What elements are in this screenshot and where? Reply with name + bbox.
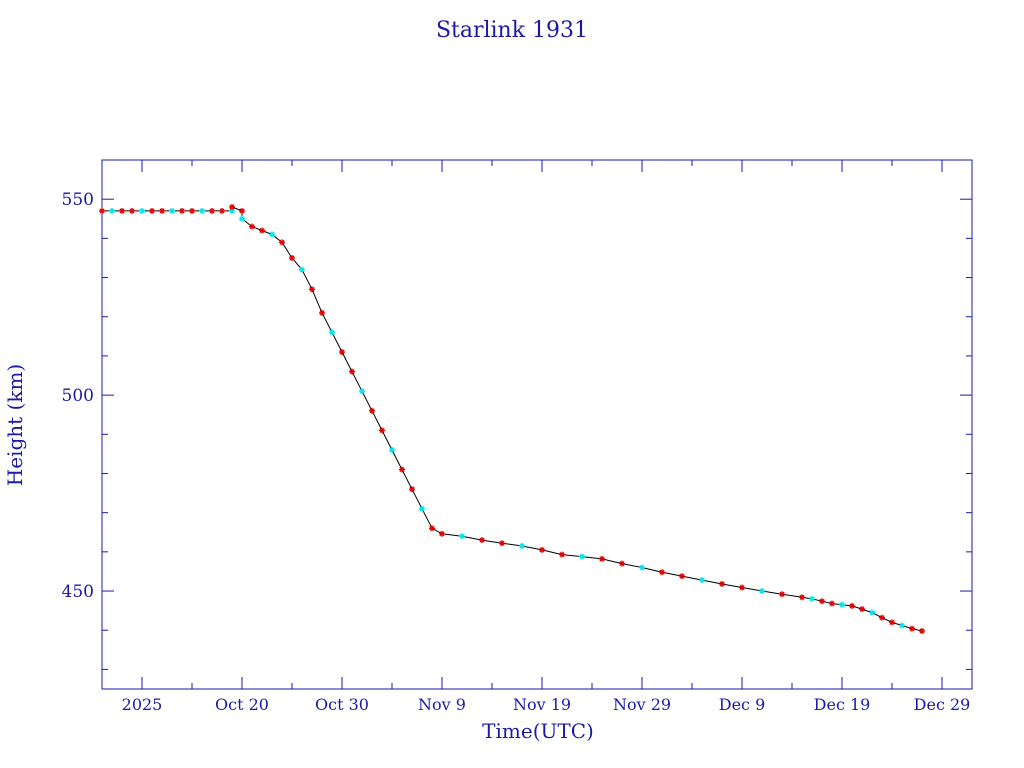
data-point	[869, 609, 875, 616]
data-point	[359, 388, 365, 395]
chart-title: Starlink 1931	[436, 18, 588, 43]
data-point	[499, 540, 505, 547]
data-point	[739, 584, 745, 591]
data-point	[129, 207, 135, 214]
data-point	[579, 553, 585, 560]
data-point	[329, 329, 335, 336]
x-tick-label: Dec 29	[914, 695, 971, 714]
x-tick-labels: 2025 Oct 20 Oct 30 Nov 9 Nov 19 Nov 29 Dec 9 De…	[122, 695, 971, 714]
data-point	[199, 207, 205, 214]
data-point	[809, 595, 815, 602]
data-point	[349, 368, 355, 375]
data-point	[889, 619, 895, 626]
x-tick-label: Dec 9	[719, 695, 766, 714]
x-tick-label: Oct 30	[315, 695, 369, 714]
x-tick-label: Dec 19	[814, 695, 871, 714]
data-point	[429, 525, 435, 532]
data-point	[819, 598, 825, 605]
y-axis-label: Height (km)	[3, 364, 27, 486]
data-point	[229, 204, 235, 211]
data-point	[779, 591, 785, 598]
data-point	[439, 530, 445, 537]
data-point	[399, 466, 405, 473]
y-tick-labels: 450 500 550	[62, 190, 94, 602]
data-point	[679, 573, 685, 580]
data-point	[279, 239, 285, 246]
data-point	[189, 207, 195, 214]
axis-ticks	[102, 159, 972, 689]
x-tick-label: 2025	[122, 695, 163, 714]
data-point	[619, 560, 625, 567]
data-point	[459, 533, 465, 540]
data-point	[319, 309, 325, 316]
x-tick-label: Nov 19	[513, 695, 571, 714]
data-point	[639, 564, 645, 571]
data-point	[149, 207, 155, 214]
data-point	[849, 602, 855, 609]
data-point	[309, 286, 315, 293]
data-point	[269, 231, 275, 238]
data-point	[389, 446, 395, 453]
data-point	[409, 486, 415, 493]
data-point	[169, 207, 175, 214]
series-group	[99, 204, 925, 635]
data-point	[179, 207, 185, 214]
data-point	[799, 594, 805, 601]
data-point	[839, 601, 845, 608]
data-point	[239, 207, 245, 214]
data-point	[369, 407, 375, 414]
x-tick-label: Nov 29	[613, 695, 671, 714]
plot-frame	[101, 159, 973, 690]
data-point	[519, 542, 525, 549]
data-point	[219, 207, 225, 214]
data-point	[119, 207, 125, 214]
data-point	[479, 537, 485, 544]
data-point	[259, 227, 265, 234]
y-tick-label: 500	[62, 386, 94, 406]
data-point	[599, 555, 605, 562]
data-point	[99, 207, 105, 214]
data-point	[239, 215, 245, 222]
data-point	[859, 606, 865, 613]
x-axis-label: Time(UTC)	[482, 719, 594, 743]
data-point	[879, 614, 885, 621]
data-point	[539, 546, 545, 553]
data-point	[339, 349, 345, 356]
y-tick-label: 450	[62, 582, 94, 602]
series-line	[102, 206, 923, 632]
data-point	[719, 580, 725, 587]
data-point	[909, 625, 915, 632]
data-point	[109, 207, 115, 214]
data-point	[289, 254, 295, 261]
x-tick-label: Nov 9	[418, 695, 466, 714]
data-point	[419, 505, 425, 512]
data-point	[299, 266, 305, 273]
x-tick-label: Oct 20	[215, 695, 269, 714]
y-tick-label: 550	[62, 190, 94, 210]
data-point	[209, 207, 215, 214]
data-point	[759, 588, 765, 595]
data-point	[829, 600, 835, 607]
data-point	[249, 223, 255, 230]
data-point	[559, 551, 565, 558]
data-point	[899, 622, 905, 629]
data-point	[659, 569, 665, 576]
data-point	[139, 207, 145, 214]
data-point	[159, 207, 165, 214]
data-point	[919, 628, 925, 635]
data-point	[699, 577, 705, 584]
data-point	[379, 427, 385, 434]
